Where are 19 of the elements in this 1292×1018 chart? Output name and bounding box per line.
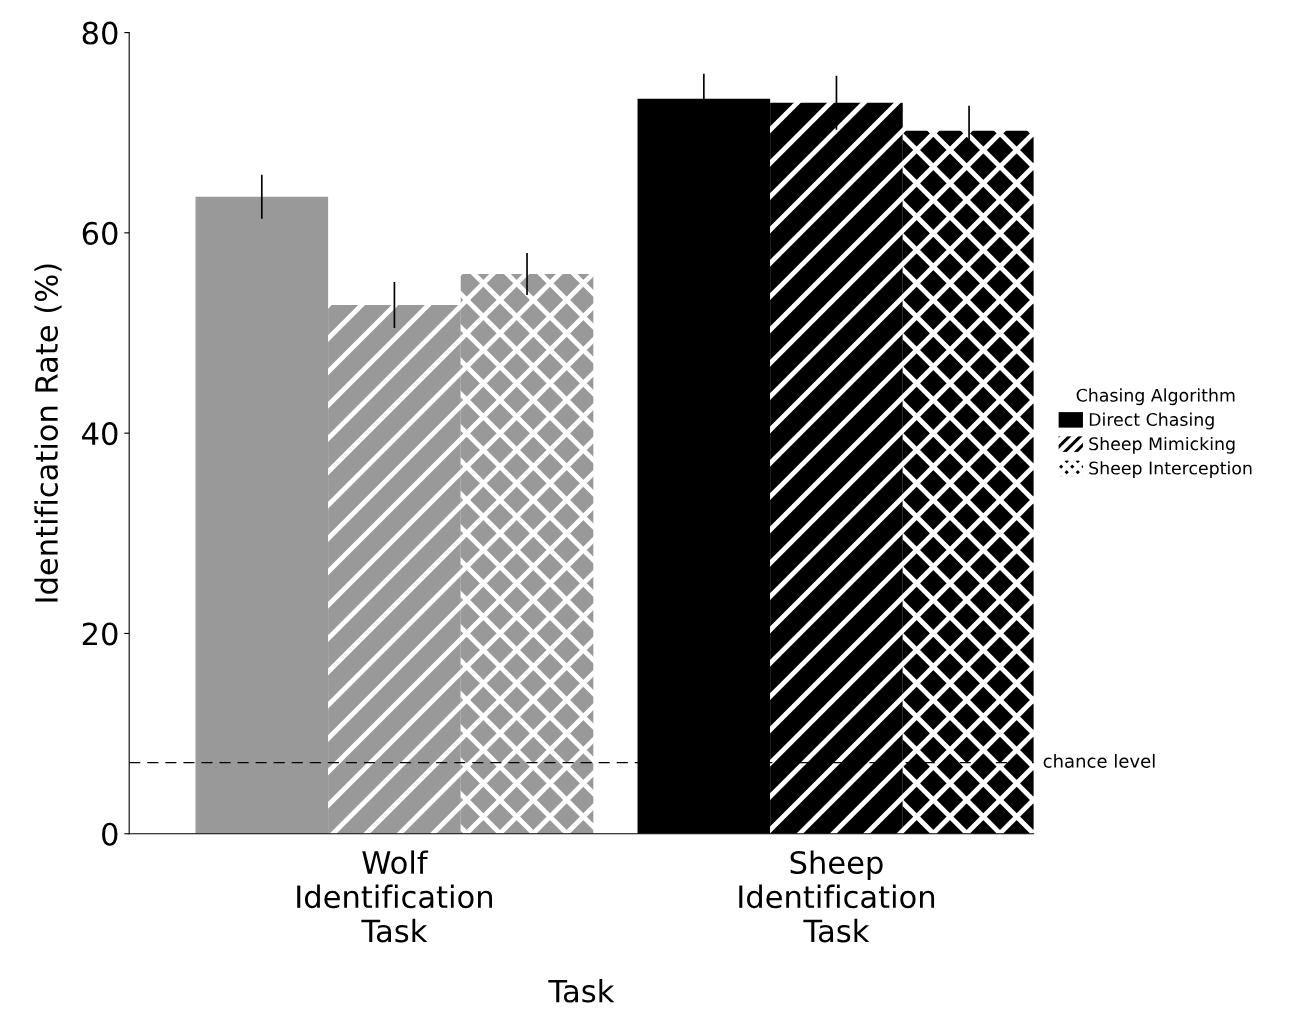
bar — [902, 130, 1034, 834]
text: Sheep Interception — [1089, 461, 1252, 478]
bar — [460, 273, 594, 834]
x-axis-title: Task — [548, 978, 615, 1003]
legend-title: Chasing Algorithm — [1076, 388, 1235, 406]
y-tick-label: 80 — [82, 21, 118, 45]
legend-label: Direct Chasing — [1089, 412, 1214, 430]
y-tick-label: 40 — [82, 422, 118, 446]
text: Sheep Mimicking — [1089, 436, 1235, 454]
bar — [195, 196, 329, 834]
y-tick-label: 60 — [82, 221, 118, 245]
bar — [770, 102, 903, 834]
y-axis-title: Identification Rate (%) — [34, 264, 62, 602]
x-tick-label: Sheep Identification Task — [739, 850, 935, 943]
y-tick-label: 0 — [102, 822, 118, 846]
bar — [328, 304, 461, 834]
x-tick-label: Wolf Identification Task — [297, 850, 492, 943]
ref-line-label: chance level — [1043, 753, 1155, 768]
y-tick-label: 20 — [82, 622, 118, 646]
